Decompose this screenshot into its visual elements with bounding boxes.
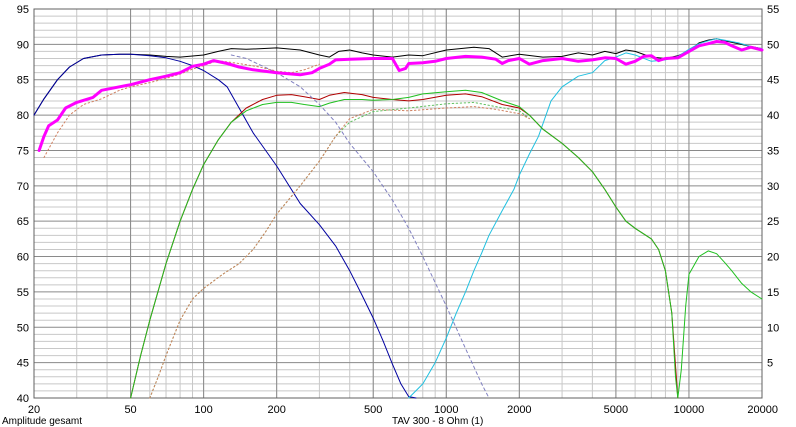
plot-frame: [33, 8, 763, 399]
caption-center: TAV 300 - 8 Ohm (1): [392, 416, 484, 427]
y2-tick-label: 45: [767, 75, 779, 87]
x-tick-label: 100: [194, 404, 212, 416]
grid: [33, 8, 763, 399]
series-line-1: [33, 38, 763, 116]
y-tick-label: 45: [17, 358, 29, 370]
y2-tick-label: 30: [767, 181, 779, 193]
x-tick-label: 5000: [604, 404, 628, 416]
series-line-3: [408, 38, 763, 399]
y2-tick-label: 55: [767, 4, 779, 16]
series-line-8: [230, 54, 490, 399]
series-line-7: [149, 106, 530, 399]
x-tick-label: 2000: [507, 404, 531, 416]
x-tick-label: 1000: [434, 404, 458, 416]
y-tick-label: 90: [17, 39, 29, 51]
y2-tick-label: 5: [767, 358, 773, 370]
y-tick-label: 60: [17, 252, 29, 264]
y-tick-label: 50: [17, 322, 29, 334]
plot-area: [33, 38, 764, 399]
y2-tick-label: 15: [767, 287, 779, 299]
x-tick-label: 200: [267, 404, 285, 416]
x-tick-label: 20: [28, 404, 40, 416]
y-tick-label: 80: [17, 110, 29, 122]
x-tick-label: 500: [364, 404, 382, 416]
x-tick-label: 20000: [747, 404, 778, 416]
series-line-5: [130, 89, 763, 399]
y-tick-label: 75: [17, 145, 29, 157]
y2-tick-label: 40: [767, 110, 779, 122]
caption-left: Amplitude gesamt: [2, 416, 83, 427]
x-tick-label: 10000: [674, 404, 705, 416]
y2-tick-label: 50: [767, 39, 779, 51]
y-tick-label: 70: [17, 181, 29, 193]
y-tick-label: 65: [17, 216, 29, 228]
axis-labels: 40 45 50 55 60 65 70 75 80 85 90 95 5 10 15 20 25 30 35 40 4…: [17, 4, 780, 416]
series-line-10: [37, 40, 764, 152]
series-line-9: [43, 60, 320, 158]
y2-tick-label: 25: [767, 216, 779, 228]
series-line-2: [33, 53, 417, 399]
x-tick-label: 50: [124, 404, 136, 416]
plot-background: [34, 9, 762, 398]
y2-tick-label: 10: [767, 322, 779, 334]
y-tick-label: 40: [17, 393, 29, 405]
y2-tick-label: 20: [767, 252, 779, 264]
y2-tick-label: 35: [767, 145, 779, 157]
y-tick-label: 85: [17, 75, 29, 87]
y-tick-label: 95: [17, 4, 29, 16]
y-tick-label: 55: [17, 287, 29, 299]
